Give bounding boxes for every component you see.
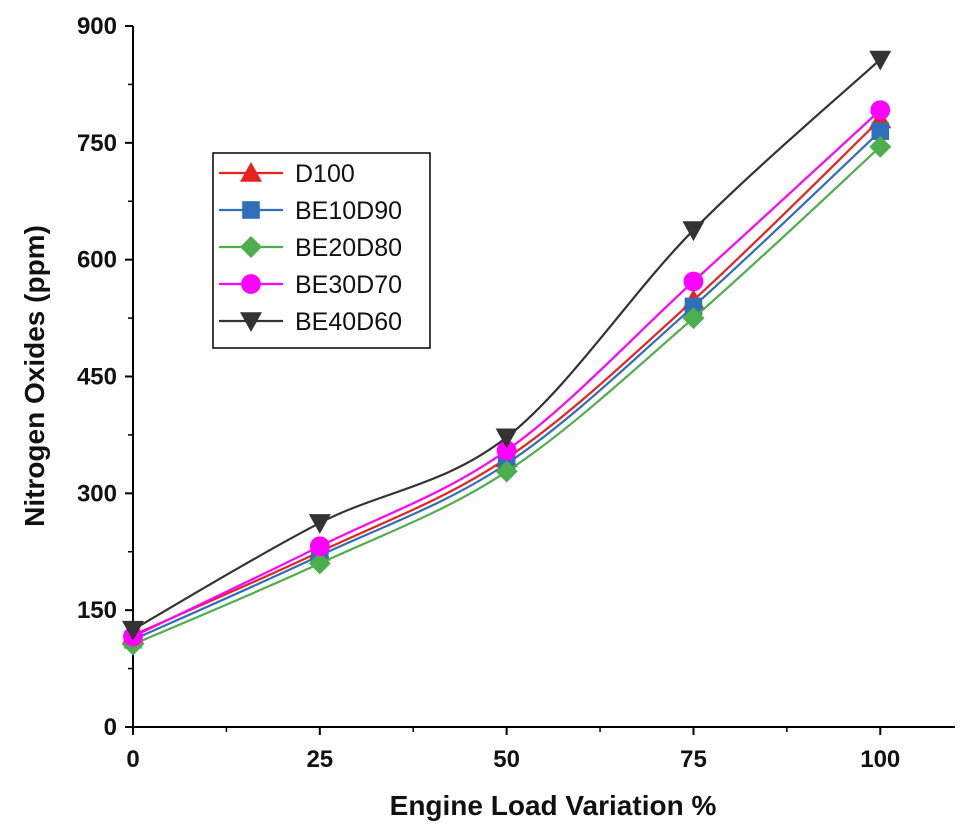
legend-item: BE40D60 — [219, 308, 402, 336]
y-tick-label: 900 — [77, 13, 117, 40]
series-layer — [122, 50, 892, 656]
y-tick-label: 300 — [77, 480, 117, 507]
data-point — [870, 100, 891, 121]
legend-item: BE30D70 — [219, 271, 402, 299]
data-point — [871, 122, 890, 140]
y-tick-label: 450 — [77, 364, 117, 391]
legend-marker — [240, 162, 262, 182]
legend: D100 BE10D90 BE20D80 BE30D70 BE40D60 — [212, 152, 431, 349]
x-axis-title: Engine Load Variation % — [390, 790, 717, 821]
data-point — [869, 50, 892, 71]
legend-label: BE10D90 — [295, 197, 402, 225]
x-tick-label: 50 — [493, 746, 520, 773]
y-tick-label: 150 — [77, 597, 117, 624]
data-point — [684, 297, 703, 316]
legend-label: BE40D60 — [295, 308, 402, 336]
legend-label: BE20D80 — [295, 234, 402, 262]
data-point — [495, 428, 518, 449]
data-point — [308, 552, 331, 575]
legend-marker — [240, 236, 262, 258]
x-tick-label: 25 — [306, 746, 333, 773]
data-point — [682, 221, 705, 242]
data-point — [309, 536, 330, 557]
data-point — [122, 620, 144, 641]
data-point — [308, 514, 331, 534]
legend-item: BE10D90 — [219, 197, 402, 225]
legend-label: BE30D70 — [295, 271, 402, 299]
data-point — [682, 307, 705, 330]
y-axis-title: Nitrogen Oxides (ppm) — [19, 225, 50, 527]
legend-marker — [241, 274, 261, 294]
x-tick-label: 100 — [860, 746, 900, 773]
y-tick-label: 0 — [104, 714, 117, 741]
legend-marker — [242, 201, 260, 219]
data-point — [683, 271, 704, 292]
x-tick-label: 0 — [126, 746, 139, 773]
legend-item: BE20D80 — [219, 234, 402, 262]
legend-marker — [240, 312, 262, 332]
y-tick-label: 750 — [77, 130, 117, 157]
data-point — [869, 135, 892, 158]
data-point — [495, 460, 518, 483]
data-point — [496, 440, 517, 461]
series-BE40D60 — [122, 50, 892, 641]
y-tick-label: 600 — [77, 247, 117, 274]
x-tick-label: 75 — [680, 746, 707, 773]
legend-item: D100 — [219, 160, 355, 188]
legend-label: D100 — [295, 160, 355, 188]
axes: 0 150 300 450 600 750 900 0 25 50 75 100 — [77, 13, 955, 773]
